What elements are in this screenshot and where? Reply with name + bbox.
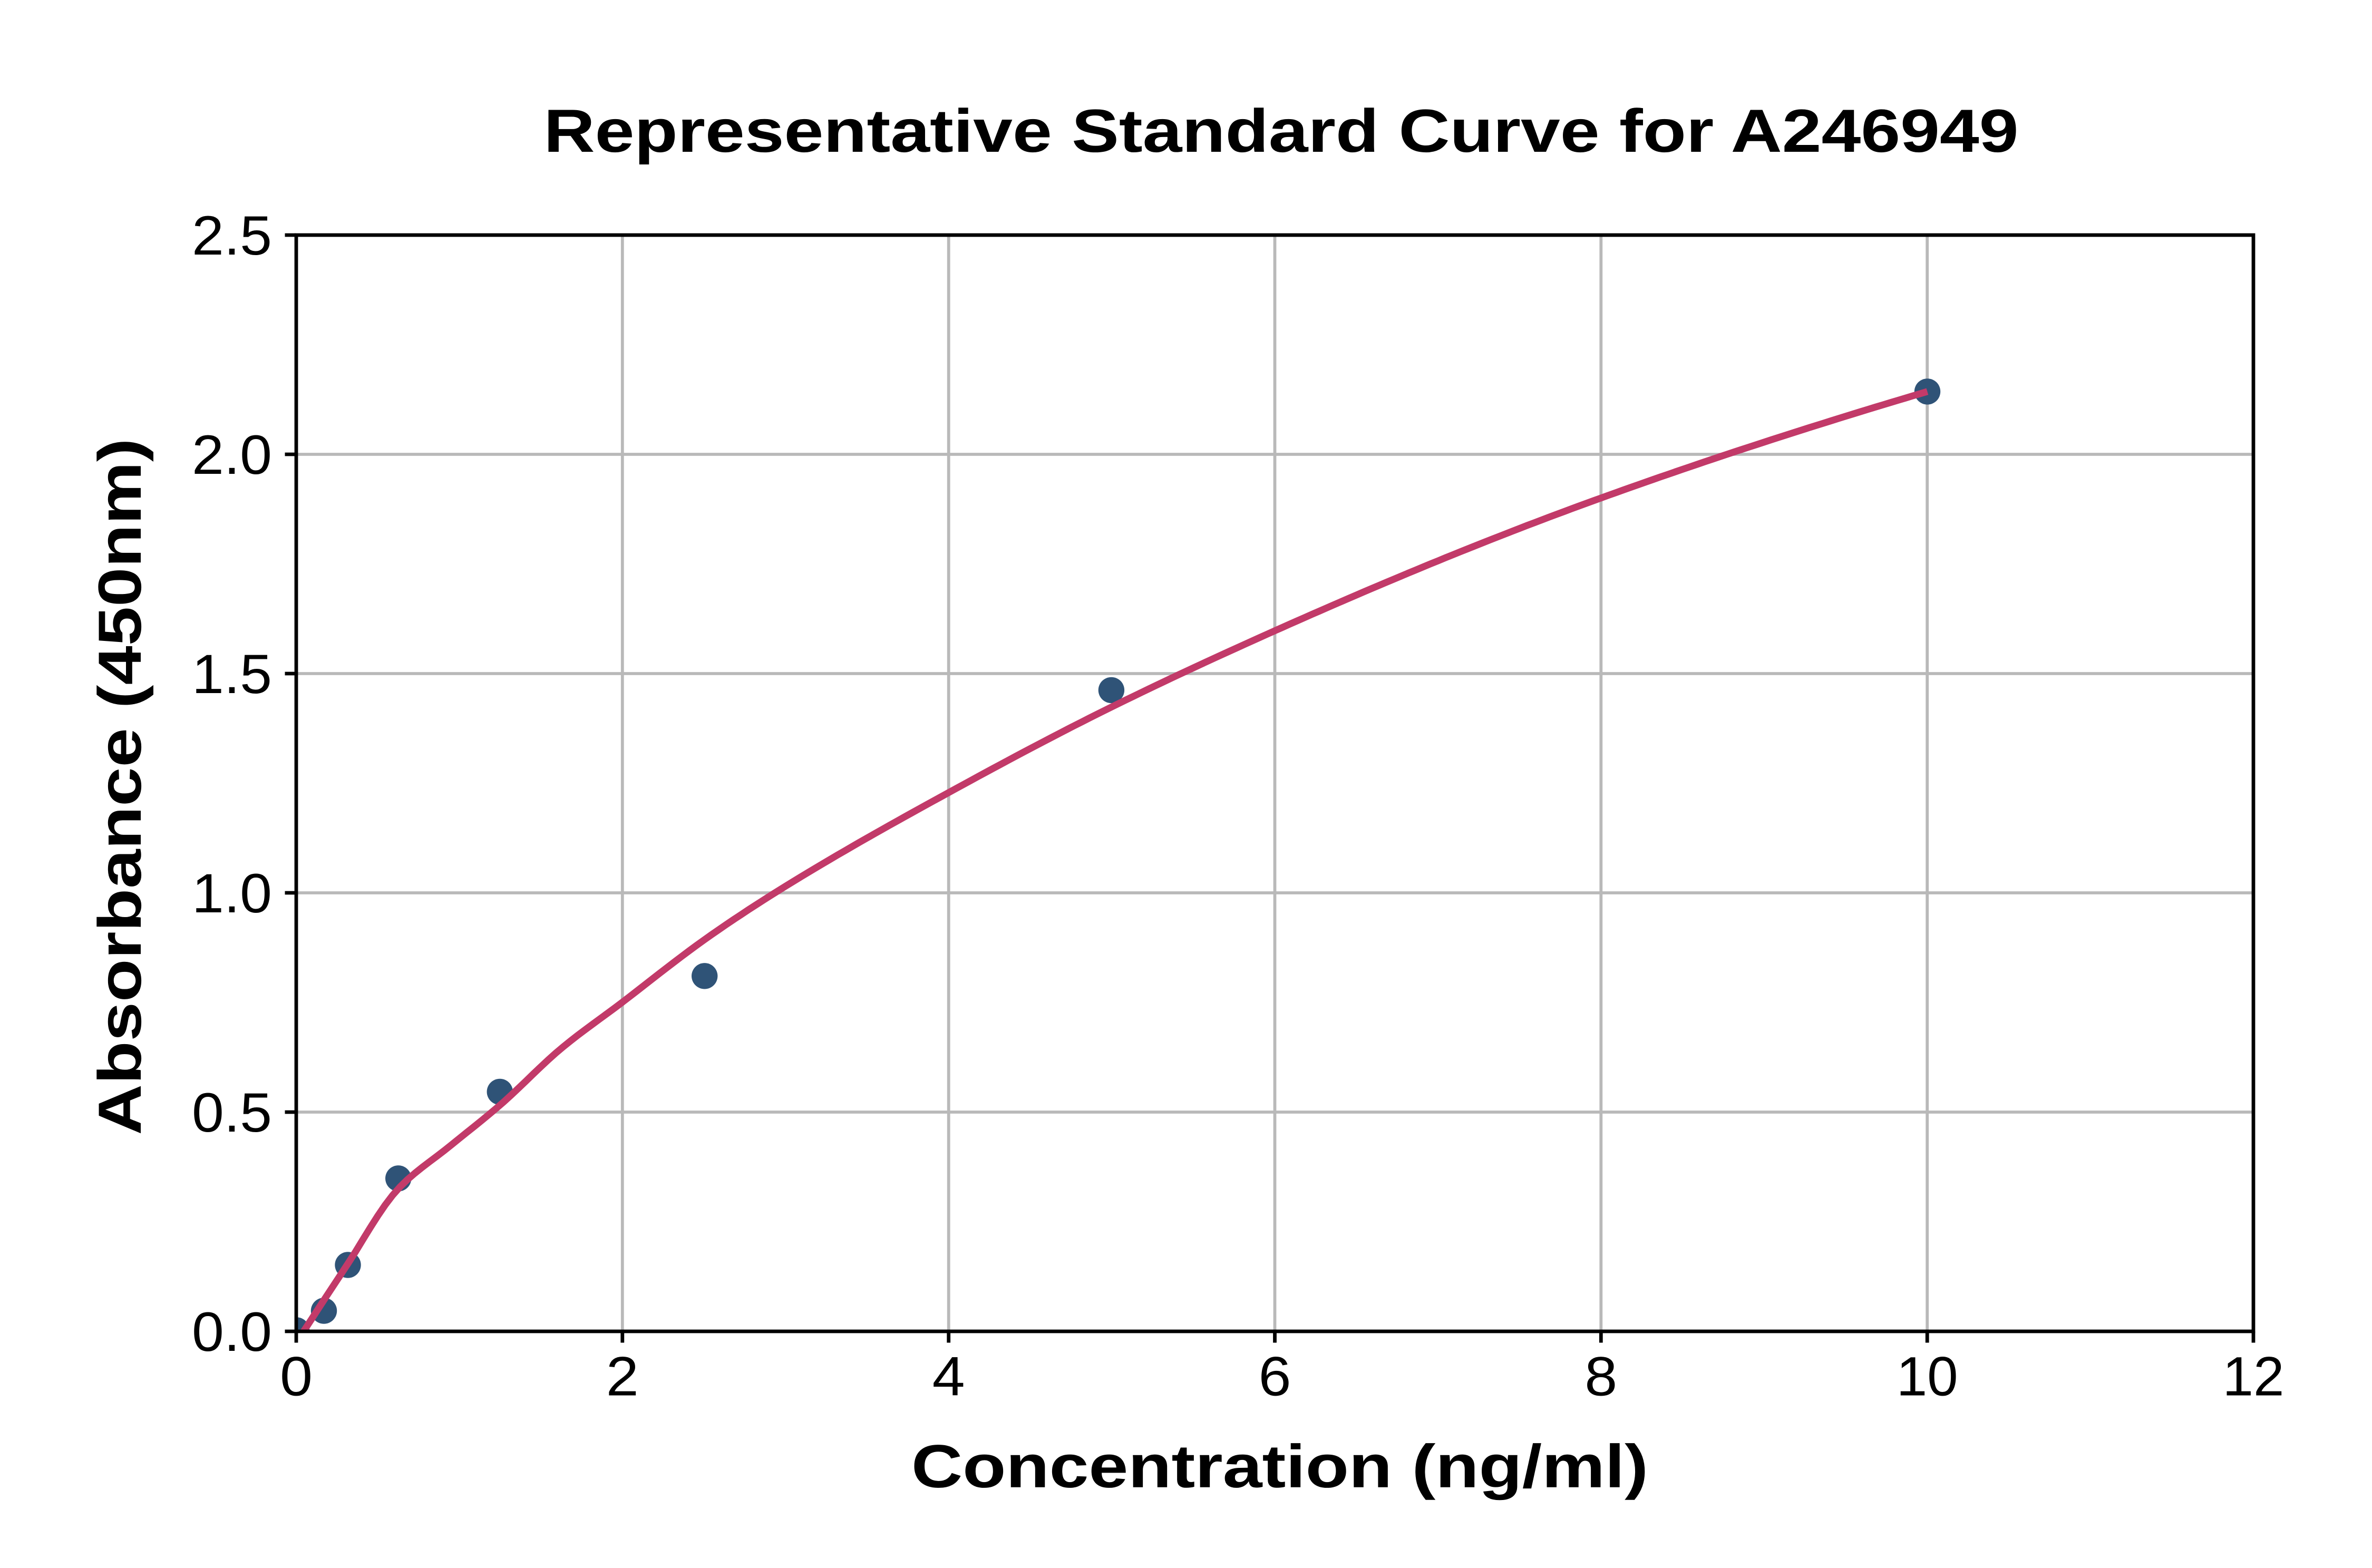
svg-text:8: 8	[1584, 1346, 1617, 1408]
svg-text:6: 6	[1259, 1346, 1291, 1408]
svg-text:2.5: 2.5	[192, 205, 272, 267]
svg-text:Representative Standard Curve: Representative Standard Curve for A24694…	[544, 97, 2019, 165]
svg-text:1.5: 1.5	[192, 644, 272, 705]
svg-text:10: 10	[1897, 1346, 1958, 1408]
svg-text:2.0: 2.0	[192, 424, 272, 486]
svg-text:1.0: 1.0	[192, 863, 272, 924]
svg-text:0.0: 0.0	[192, 1301, 272, 1363]
svg-text:4: 4	[932, 1346, 965, 1408]
svg-text:Absorbance (450nm): Absorbance (450nm)	[86, 439, 154, 1135]
svg-text:0: 0	[280, 1346, 313, 1408]
svg-text:Concentration (ng/ml): Concentration (ng/ml)	[911, 1433, 1648, 1501]
svg-text:2: 2	[606, 1346, 639, 1408]
svg-text:12: 12	[2223, 1346, 2284, 1408]
svg-text:0.5: 0.5	[192, 1082, 272, 1144]
